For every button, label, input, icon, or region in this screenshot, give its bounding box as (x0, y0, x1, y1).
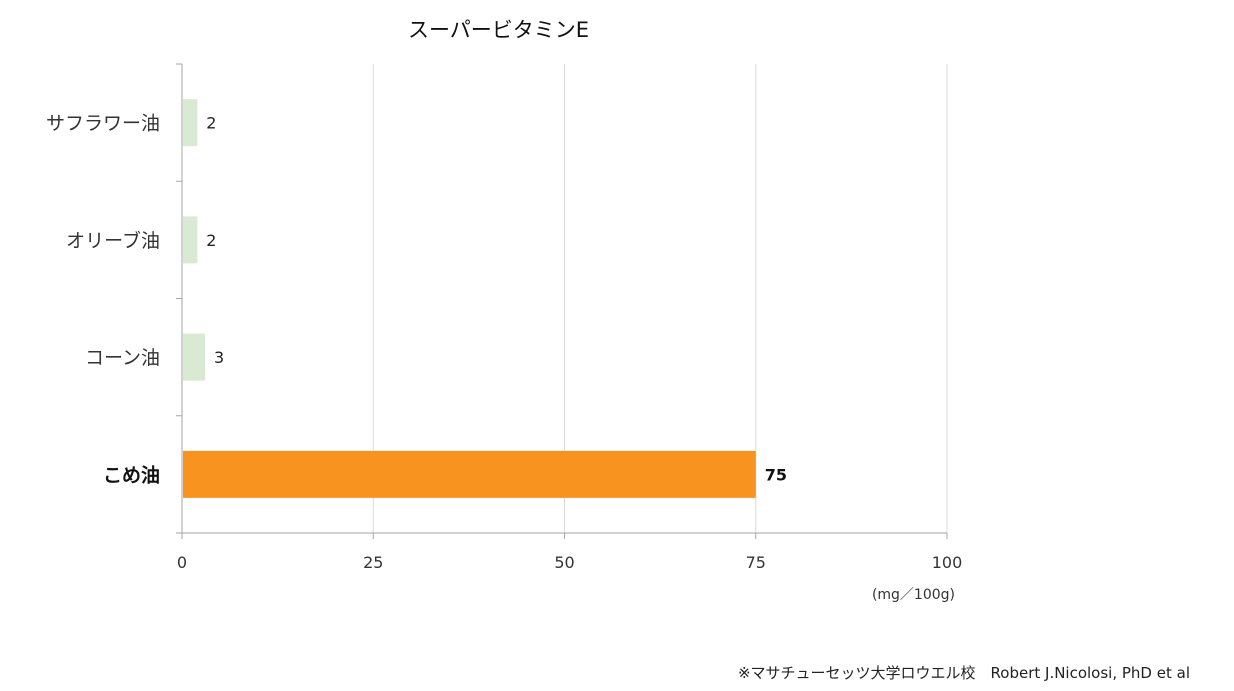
x-tick-label-2: 50 (554, 553, 574, 572)
data-label-2: 3 (214, 348, 224, 367)
bar-3 (183, 450, 756, 498)
x-tick-label-0: 0 (177, 553, 187, 572)
data-label-3: 75 (765, 465, 787, 484)
x-tick-label-3: 75 (746, 553, 766, 572)
data-label-0: 2 (206, 114, 216, 133)
bar-1 (183, 216, 198, 264)
bar-2 (183, 333, 205, 381)
unit-label: (mg／100g) (872, 587, 955, 603)
bar-0 (183, 99, 198, 147)
category-label-0: サフラワー油 (46, 113, 160, 135)
category-label-2: コーン油 (85, 347, 160, 369)
x-tick-label-4: 100 (932, 553, 963, 572)
chart-title: スーパービタミンE (408, 18, 590, 42)
category-label-1: オリーブ油 (66, 229, 160, 252)
source-note: ※マサチューセッツ大学ロウエル校 Robert J.Nicolosi, PhD … (737, 664, 1190, 682)
data-label-1: 2 (206, 231, 216, 250)
category-label-3: こめ油 (103, 464, 160, 486)
x-tick-label-1: 25 (363, 553, 383, 572)
